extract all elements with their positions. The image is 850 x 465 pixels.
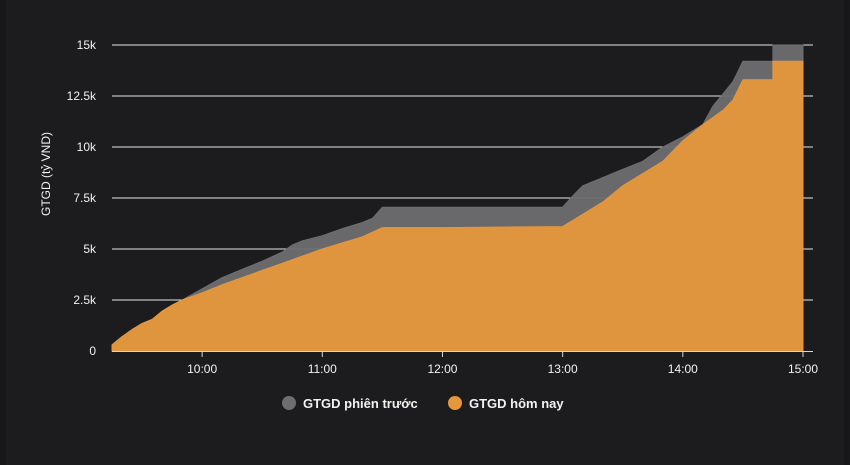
y-tick-label: 7.5k xyxy=(73,191,97,205)
legend-marker-today[interactable] xyxy=(448,396,462,410)
x-tick-label: 10:00 xyxy=(187,362,217,376)
y-tick-label: 15k xyxy=(77,38,97,52)
y-tick-label: 10k xyxy=(77,140,97,154)
x-tick-labels: 10:00 11:00 12:00 13:00 14:00 15:00 xyxy=(187,351,818,376)
y-tick-label: 5k xyxy=(83,242,97,256)
legend-label-previous-session[interactable]: GTGD phiên trước xyxy=(303,396,418,411)
x-tick-label: 11:00 xyxy=(308,362,337,376)
area-series xyxy=(111,44,804,352)
x-tick-label: 15:00 xyxy=(788,362,818,376)
legend[interactable]: GTGD phiên trước GTGD hôm nay xyxy=(282,396,564,411)
y-axis-title: GTGD (tỷ VND) xyxy=(39,132,53,216)
y-tick-labels: 0 2.5k 5k 7.5k 10k 12.5k 15k xyxy=(67,38,97,358)
x-tick-label: 14:00 xyxy=(668,362,698,376)
legend-label-today[interactable]: GTGD hôm nay xyxy=(469,396,564,411)
legend-marker-previous-session[interactable] xyxy=(282,396,296,410)
y-tick-label: 2.5k xyxy=(73,293,97,307)
area-today[interactable] xyxy=(111,60,804,352)
x-tick-label: 12:00 xyxy=(427,362,457,376)
y-tick-label: 0 xyxy=(89,344,96,358)
y-tick-label: 12.5k xyxy=(67,89,97,103)
x-tick-label: 13:00 xyxy=(548,362,578,376)
